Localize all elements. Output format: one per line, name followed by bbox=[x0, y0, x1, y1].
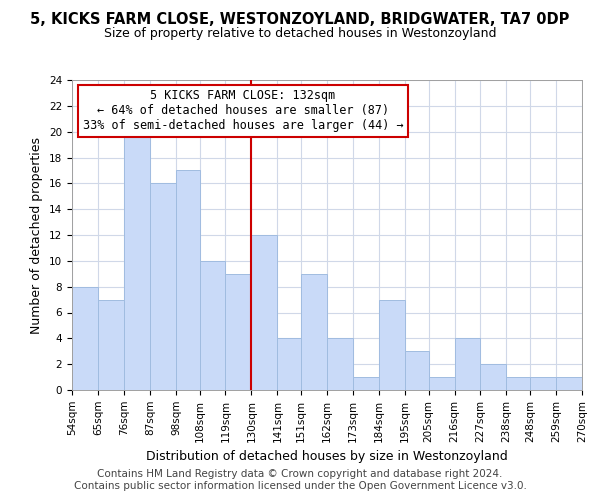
Bar bbox=[226, 274, 251, 390]
Text: Size of property relative to detached houses in Westonzoyland: Size of property relative to detached ho… bbox=[104, 28, 496, 40]
Bar bbox=[556, 377, 582, 390]
Bar bbox=[150, 184, 176, 390]
Bar bbox=[481, 364, 506, 390]
Text: Contains HM Land Registry data © Crown copyright and database right 2024.: Contains HM Land Registry data © Crown c… bbox=[97, 469, 503, 479]
Bar bbox=[379, 300, 405, 390]
Y-axis label: Number of detached properties: Number of detached properties bbox=[31, 136, 43, 334]
Bar bbox=[506, 377, 530, 390]
Bar bbox=[353, 377, 379, 390]
Bar bbox=[327, 338, 353, 390]
Text: Contains public sector information licensed under the Open Government Licence v3: Contains public sector information licen… bbox=[74, 481, 526, 491]
Bar bbox=[176, 170, 199, 390]
Bar bbox=[530, 377, 556, 390]
X-axis label: Distribution of detached houses by size in Westonzoyland: Distribution of detached houses by size … bbox=[146, 450, 508, 463]
Bar bbox=[405, 351, 428, 390]
Text: 5, KICKS FARM CLOSE, WESTONZOYLAND, BRIDGWATER, TA7 0DP: 5, KICKS FARM CLOSE, WESTONZOYLAND, BRID… bbox=[31, 12, 569, 28]
Bar bbox=[199, 261, 226, 390]
Text: 5 KICKS FARM CLOSE: 132sqm
← 64% of detached houses are smaller (87)
33% of semi: 5 KICKS FARM CLOSE: 132sqm ← 64% of deta… bbox=[83, 90, 403, 132]
Bar bbox=[301, 274, 327, 390]
Bar bbox=[277, 338, 301, 390]
Bar bbox=[251, 235, 277, 390]
Bar bbox=[428, 377, 455, 390]
Bar bbox=[98, 300, 124, 390]
Bar bbox=[72, 286, 98, 390]
Bar bbox=[124, 132, 150, 390]
Bar bbox=[455, 338, 481, 390]
